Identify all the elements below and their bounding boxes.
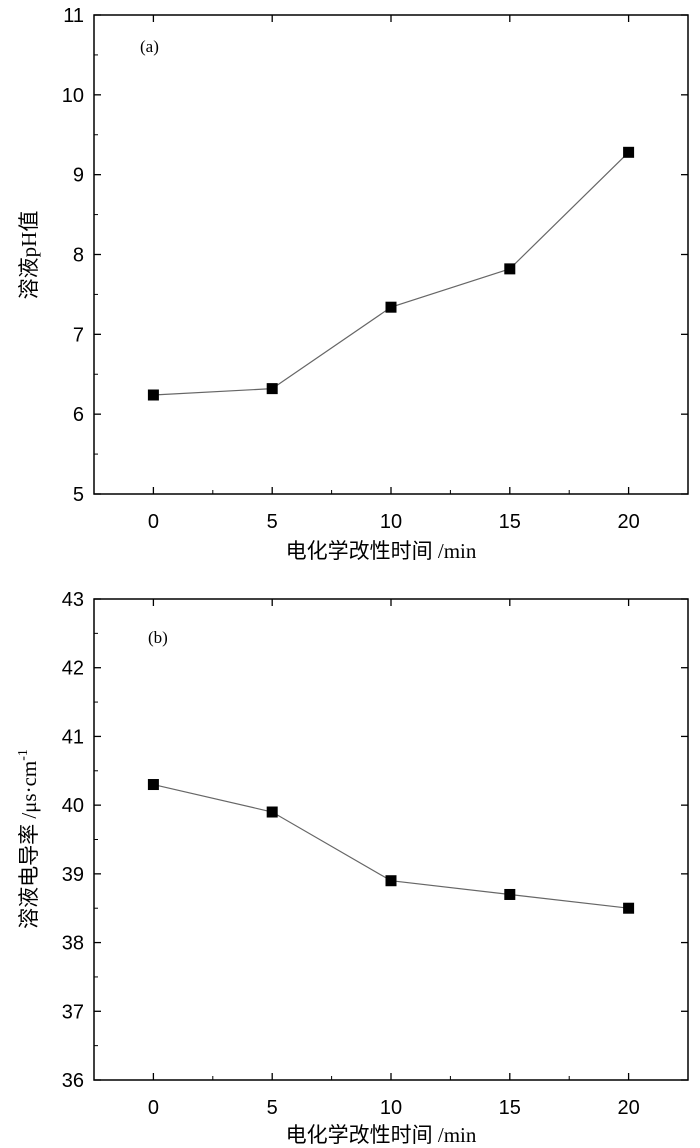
plot-frame: [93, 14, 689, 495]
x-tick-label: 15: [499, 511, 521, 533]
y-tick-label: 42: [62, 658, 84, 680]
data-point: [623, 146, 635, 158]
series-line: [153, 783, 629, 909]
x-tick-label: 10: [380, 1097, 402, 1119]
y-tick-label: 38: [62, 933, 84, 955]
y-tick-label: 41: [62, 726, 84, 748]
data-point: [385, 301, 397, 313]
y-axis-title: 溶液电导率 /μs·cm-1: [16, 749, 41, 929]
y-axis-title-main: 溶液pH值: [17, 211, 41, 300]
plot-frame: [93, 598, 689, 1081]
y-tick-label: 7: [73, 324, 84, 346]
x-tick-label: 20: [617, 1097, 639, 1119]
data-point: [147, 779, 159, 791]
series-line: [153, 151, 630, 396]
chart-panel-b: 0 5 10 15 20 36 37 38 39 40 41 42 43 电化学改性时间 /min 溶液电导…: [16, 589, 689, 1147]
data-point: [266, 806, 278, 818]
x-axis-title: 电化学改性时间 /min: [286, 1123, 477, 1147]
y-axis-title-main: 溶液电导率 /μs·cm: [17, 761, 41, 929]
y-tick-label: 37: [62, 1001, 84, 1023]
y-axis-title-superscript: -1: [16, 749, 31, 761]
x-tick-label: 10: [380, 511, 402, 533]
chart-panel-a: 0 5 10 15 20 5 6 7 8 9 10 11 电化学改性时间 /min 溶液pH值 (a): [17, 5, 689, 563]
x-axis-title: 电化学改性时间 /min: [286, 539, 477, 563]
y-axis-title: 溶液pH值: [17, 211, 41, 300]
y-tick-label: 6: [73, 404, 84, 426]
y-tick-label: 43: [62, 589, 84, 611]
x-tick-label: 15: [499, 1097, 521, 1119]
panel-label: (a): [140, 37, 159, 56]
data-point: [504, 888, 516, 900]
y-tick-label: 5: [73, 484, 84, 506]
data-point: [147, 389, 159, 401]
data-point: [385, 875, 397, 887]
y-tick-label: 36: [62, 1070, 84, 1092]
y-tick-label: 11: [63, 5, 84, 27]
x-tick-label: 5: [267, 1097, 278, 1119]
data-point: [504, 263, 516, 275]
y-tick-label: 8: [73, 245, 84, 267]
data-point: [623, 902, 635, 914]
x-tick-label: 0: [148, 1097, 159, 1119]
x-tick-label: 5: [267, 511, 278, 533]
y-tick-label: 40: [62, 795, 84, 817]
y-tick-label: 9: [73, 165, 84, 187]
y-tick-label: 10: [62, 85, 84, 107]
panel-label: (b): [148, 628, 168, 647]
x-tick-label: 0: [148, 511, 159, 533]
y-tick-label: 39: [62, 864, 84, 886]
data-point: [266, 383, 278, 395]
x-tick-label: 20: [617, 511, 639, 533]
